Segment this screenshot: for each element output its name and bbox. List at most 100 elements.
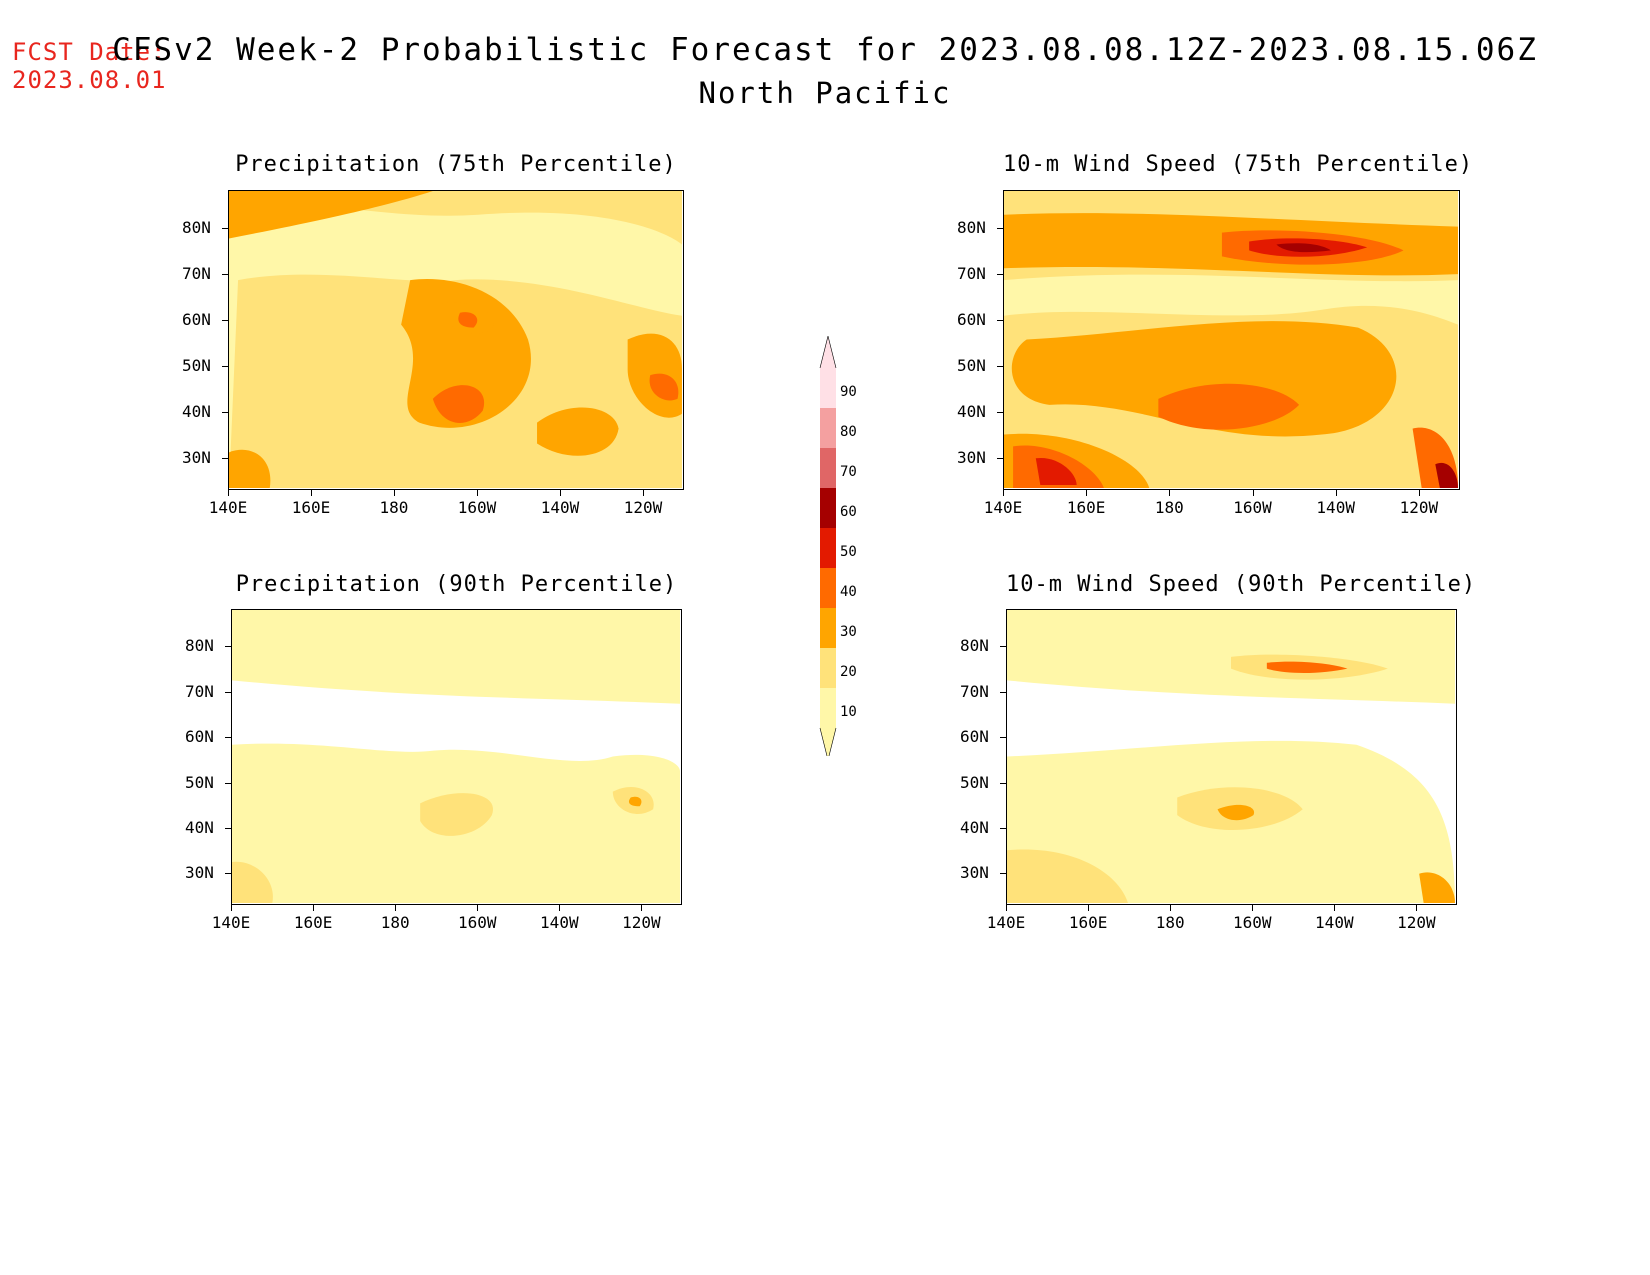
coastline	[1027, 289, 1086, 363]
map-svg	[1004, 191, 1458, 488]
coastline	[1004, 247, 1240, 286]
colorbar-level-label: 30	[840, 624, 857, 640]
lat-tick-label: 70N	[957, 264, 986, 283]
coastline	[232, 666, 465, 704]
colorbar-level-label: 80	[840, 424, 857, 440]
lat-tick-mark	[222, 366, 228, 367]
region-subtitle: North Pacific	[698, 76, 952, 110]
fcst-date-value: 2023.08.01	[12, 66, 167, 94]
lat-tick-label: 40N	[185, 818, 214, 838]
lat-tick-label: 30N	[957, 448, 986, 467]
colorbar-level-label: 60	[840, 504, 857, 520]
lon-tick-mark	[231, 905, 232, 911]
contour-fill	[432, 385, 485, 423]
coastline	[1007, 666, 1240, 704]
coastline	[429, 727, 465, 739]
main-title: CFSv2 Week-2 Probabilistic Forecast for …	[112, 32, 1538, 68]
map-svg	[1007, 610, 1455, 903]
coastline	[229, 247, 465, 286]
lon-tick-label: 160W	[1232, 913, 1272, 932]
map-svg	[232, 610, 680, 903]
lon-tick-mark	[1086, 490, 1088, 496]
contour-fill	[537, 407, 619, 456]
lat-tick-mark	[1000, 873, 1006, 875]
contour-fill	[232, 610, 680, 704]
lat-tick-label: 40N	[182, 402, 211, 421]
coastline	[614, 224, 682, 236]
coastline	[1204, 727, 1240, 739]
lat-tick-mark	[222, 274, 228, 275]
lat-tick-label: 70N	[185, 681, 214, 701]
lon-tick-label: 180	[379, 498, 409, 517]
lon-tick-label: 160E	[1066, 498, 1106, 517]
colorbar-swatch	[820, 368, 836, 408]
lat-tick-label: 30N	[185, 863, 214, 883]
lon-tick-mark	[559, 905, 561, 911]
lat-tick-mark	[225, 737, 231, 739]
lat-tick-mark	[1000, 691, 1006, 693]
contour-fill	[1266, 661, 1348, 673]
contour-fill	[1435, 462, 1458, 488]
lon-tick-label: 160W	[1233, 498, 1272, 517]
contour-fill	[628, 796, 642, 807]
coastline	[229, 363, 243, 413]
lon-tick-mark	[1003, 490, 1004, 496]
lon-tick-mark	[393, 490, 395, 496]
contour-fill	[229, 191, 433, 239]
lat-tick-label: 50N	[185, 772, 214, 792]
lon-tick-mark	[641, 905, 643, 911]
lat-tick-label: 70N	[960, 681, 989, 701]
colorbar-level-label: 50	[840, 544, 857, 560]
contour-fill	[458, 312, 478, 328]
colorbar: 90 80 70 60 50 40 30 20 10	[818, 335, 888, 761]
lon-tick-mark	[1334, 905, 1336, 911]
contour-fill	[1007, 849, 1128, 903]
lon-tick-mark	[1416, 905, 1418, 911]
lat-tick-mark	[225, 828, 231, 830]
lon-tick-mark	[559, 490, 561, 496]
coastline	[1240, 683, 1433, 903]
lon-tick-mark	[477, 905, 479, 911]
lon-tick-mark	[1006, 905, 1007, 911]
lat-tick-mark	[1000, 782, 1006, 784]
colorbar-svg	[819, 335, 837, 761]
lon-tick-mark	[1088, 905, 1090, 911]
lon-tick-mark	[642, 490, 644, 496]
lat-tick-mark	[997, 274, 1003, 275]
contour-fill	[649, 373, 679, 401]
lon-tick-label: 140E	[986, 913, 1026, 932]
map-plot-area	[231, 609, 682, 905]
panel-title: 10-m Wind Speed (75th Percentile)	[1003, 152, 1474, 177]
coastline	[619, 250, 673, 256]
colorbar-swatch	[820, 488, 836, 528]
lat-tick-label: 80N	[185, 636, 214, 656]
contour-fill	[1158, 383, 1300, 430]
lat-tick-label: 50N	[182, 356, 211, 375]
lon-tick-label: 120W	[1397, 913, 1436, 932]
colorbar-level-label: 20	[840, 664, 857, 680]
lon-tick-label: 180	[380, 913, 410, 932]
contour-fill	[229, 449, 271, 488]
fcst-date-label: FCST Date:	[12, 38, 167, 66]
contour-fill	[1011, 321, 1397, 437]
lon-tick-label: 140E	[211, 913, 251, 932]
coastline	[1204, 310, 1240, 322]
lat-tick-mark	[997, 412, 1003, 413]
contour-fill	[401, 278, 531, 428]
map-plot-area	[1003, 190, 1460, 490]
lat-tick-mark	[222, 458, 228, 459]
coastline	[1390, 224, 1458, 236]
lon-tick-label: 160E	[291, 498, 331, 517]
coastline	[613, 642, 680, 654]
panel-title: Precipitation (90th Percentile)	[235, 572, 678, 597]
lon-tick-label: 160W	[457, 913, 497, 932]
lat-tick-mark	[222, 228, 228, 229]
contour-fill	[1276, 243, 1331, 253]
coastline	[428, 310, 464, 322]
lon-tick-label: 140E	[208, 498, 248, 517]
coastline	[465, 265, 660, 488]
lat-tick-mark	[1000, 646, 1006, 648]
colorbar-swatch	[820, 528, 836, 568]
lat-tick-label: 60N	[957, 310, 986, 329]
lat-tick-mark	[225, 873, 231, 875]
